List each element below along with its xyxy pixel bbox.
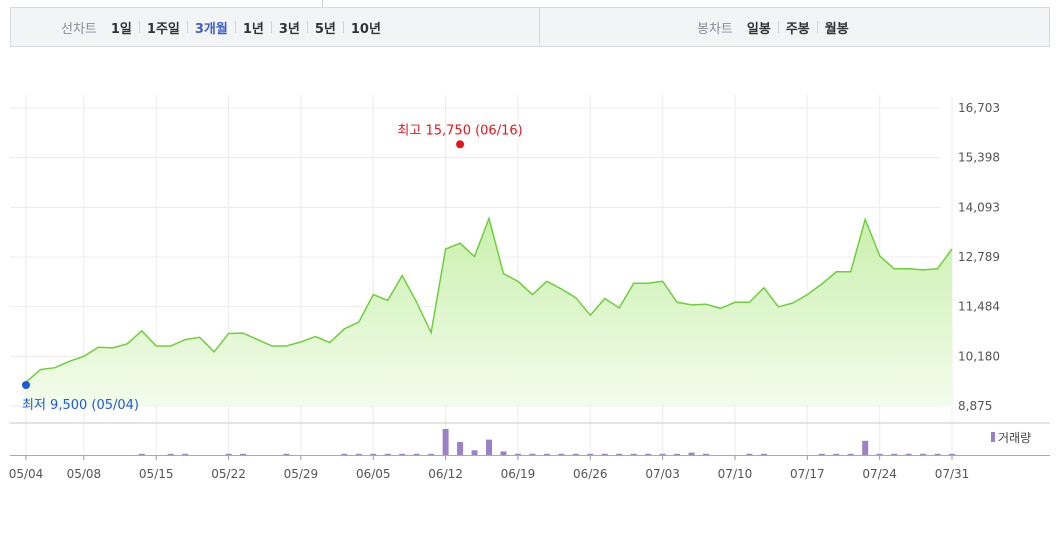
period-3m-button[interactable]: 3개월 [194, 21, 228, 37]
volume-bar [283, 453, 290, 455]
y-tick-label: 12,789 [958, 250, 1000, 264]
separator [138, 21, 140, 33]
volume-bar [659, 453, 666, 455]
y-tick-label: 8,875 [958, 399, 992, 413]
x-tick-label: 07/03 [645, 467, 680, 481]
volume-bar [413, 453, 420, 455]
separator [234, 21, 236, 33]
y-tick-label: 16,703 [958, 101, 1000, 115]
candle-chart-label: 봉차트 [697, 21, 733, 37]
y-tick-label: 15,398 [958, 151, 1000, 165]
period-3y-button[interactable]: 3년 [278, 21, 300, 37]
volume-bar [457, 442, 464, 455]
volume-bar [240, 453, 247, 455]
x-tick-label: 05/15 [139, 467, 174, 481]
low-annotation: 최저 9,500 (05/04) [22, 398, 139, 413]
volume-bar [384, 453, 391, 455]
volume-bar [428, 453, 435, 455]
x-tick-label: 06/19 [501, 467, 536, 481]
separator [777, 21, 779, 33]
high-marker [456, 140, 465, 149]
volume-bar [876, 453, 883, 455]
volume-bar [920, 453, 927, 455]
volume-bar [847, 453, 854, 455]
volume-bar [182, 453, 189, 455]
volume-bar [399, 453, 406, 455]
volume-bar [833, 453, 840, 455]
volume-bar [486, 439, 492, 455]
x-tick-label: 07/17 [790, 467, 825, 481]
x-tick-label: 07/10 [718, 467, 753, 481]
candle-weekly-button[interactable]: 주봉 [785, 21, 810, 37]
volume-bar [587, 453, 594, 455]
volume-bar [630, 453, 637, 455]
volume-bar [601, 453, 608, 455]
volume-bar [341, 453, 348, 455]
y-tick-label: 10,180 [958, 349, 1000, 363]
volume-bar [225, 453, 232, 455]
x-tick-label: 05/29 [284, 467, 319, 481]
candle-monthly-button[interactable]: 월봉 [824, 21, 849, 37]
chart-toolbar: 선차트 1일 1주일 3개월 1년 3년 5년 10년 봉차트 일봉 주봉 월봉 [10, 7, 1050, 47]
volume-bar [674, 453, 681, 455]
high-annotation: 최고 15,750 (06/16) [397, 123, 522, 138]
x-tick-label: 07/31 [935, 467, 970, 481]
toolbar-divider [539, 8, 540, 46]
y-tick-label: 14,093 [958, 200, 1000, 214]
separator [306, 21, 308, 33]
volume-bar [138, 453, 145, 455]
x-tick-label: 06/12 [428, 467, 463, 481]
x-tick-label: 07/24 [862, 467, 897, 481]
volume-bar [529, 453, 536, 455]
volume-legend-label: 거래량 [998, 431, 1031, 445]
period-1y-button[interactable]: 1년 [242, 21, 264, 37]
volume-bar [471, 450, 478, 455]
price-line [25, 216, 953, 383]
separator [270, 21, 272, 33]
volume-bar [746, 453, 753, 455]
volume-bar [558, 453, 565, 455]
volume-bar [645, 453, 652, 455]
line-chart-label: 선차트 [61, 21, 97, 37]
candle-daily-button[interactable]: 일봉 [746, 21, 771, 37]
volume-bar [543, 453, 550, 455]
price-area [26, 218, 952, 406]
volume-bar [905, 453, 912, 455]
volume-bar [500, 451, 507, 455]
volume-legend-swatch [991, 432, 995, 442]
candle-chart-period-group: 봉차트 일봉 주봉 월봉 [697, 8, 849, 46]
volume-bar [934, 453, 941, 455]
volume-bar [514, 453, 521, 455]
period-10y-button[interactable]: 10년 [350, 21, 381, 37]
line-chart-period-group: 선차트 1일 1주일 3개월 1년 3년 5년 10년 [61, 8, 381, 46]
volume-bar [370, 453, 377, 455]
y-tick-label: 11,484 [958, 300, 1000, 314]
x-tick-label: 05/08 [67, 467, 102, 481]
x-tick-label: 06/05 [356, 467, 391, 481]
volume-bar [167, 453, 174, 455]
volume-bar [703, 453, 710, 455]
period-5y-button[interactable]: 5년 [314, 21, 336, 37]
low-marker [22, 381, 30, 389]
separator [342, 21, 344, 33]
volume-bar [818, 453, 825, 455]
separator [186, 21, 188, 33]
volume-bar [891, 453, 898, 455]
volume-bar [355, 453, 362, 455]
period-1d-button[interactable]: 1일 [110, 21, 132, 37]
x-tick-label: 06/26 [573, 467, 608, 481]
volume-bar [572, 453, 579, 455]
volume-bar [442, 429, 449, 455]
separator [816, 21, 818, 33]
volume-bar [949, 453, 955, 455]
x-tick-label: 05/04 [9, 467, 44, 481]
volume-bar [760, 453, 767, 455]
volume-bar [862, 440, 869, 455]
header-divider-tick [322, 0, 323, 7]
volume-bar [688, 452, 695, 455]
period-1w-button[interactable]: 1주일 [146, 21, 180, 37]
volume-bar [616, 453, 623, 455]
x-tick-label: 05/22 [211, 467, 246, 481]
